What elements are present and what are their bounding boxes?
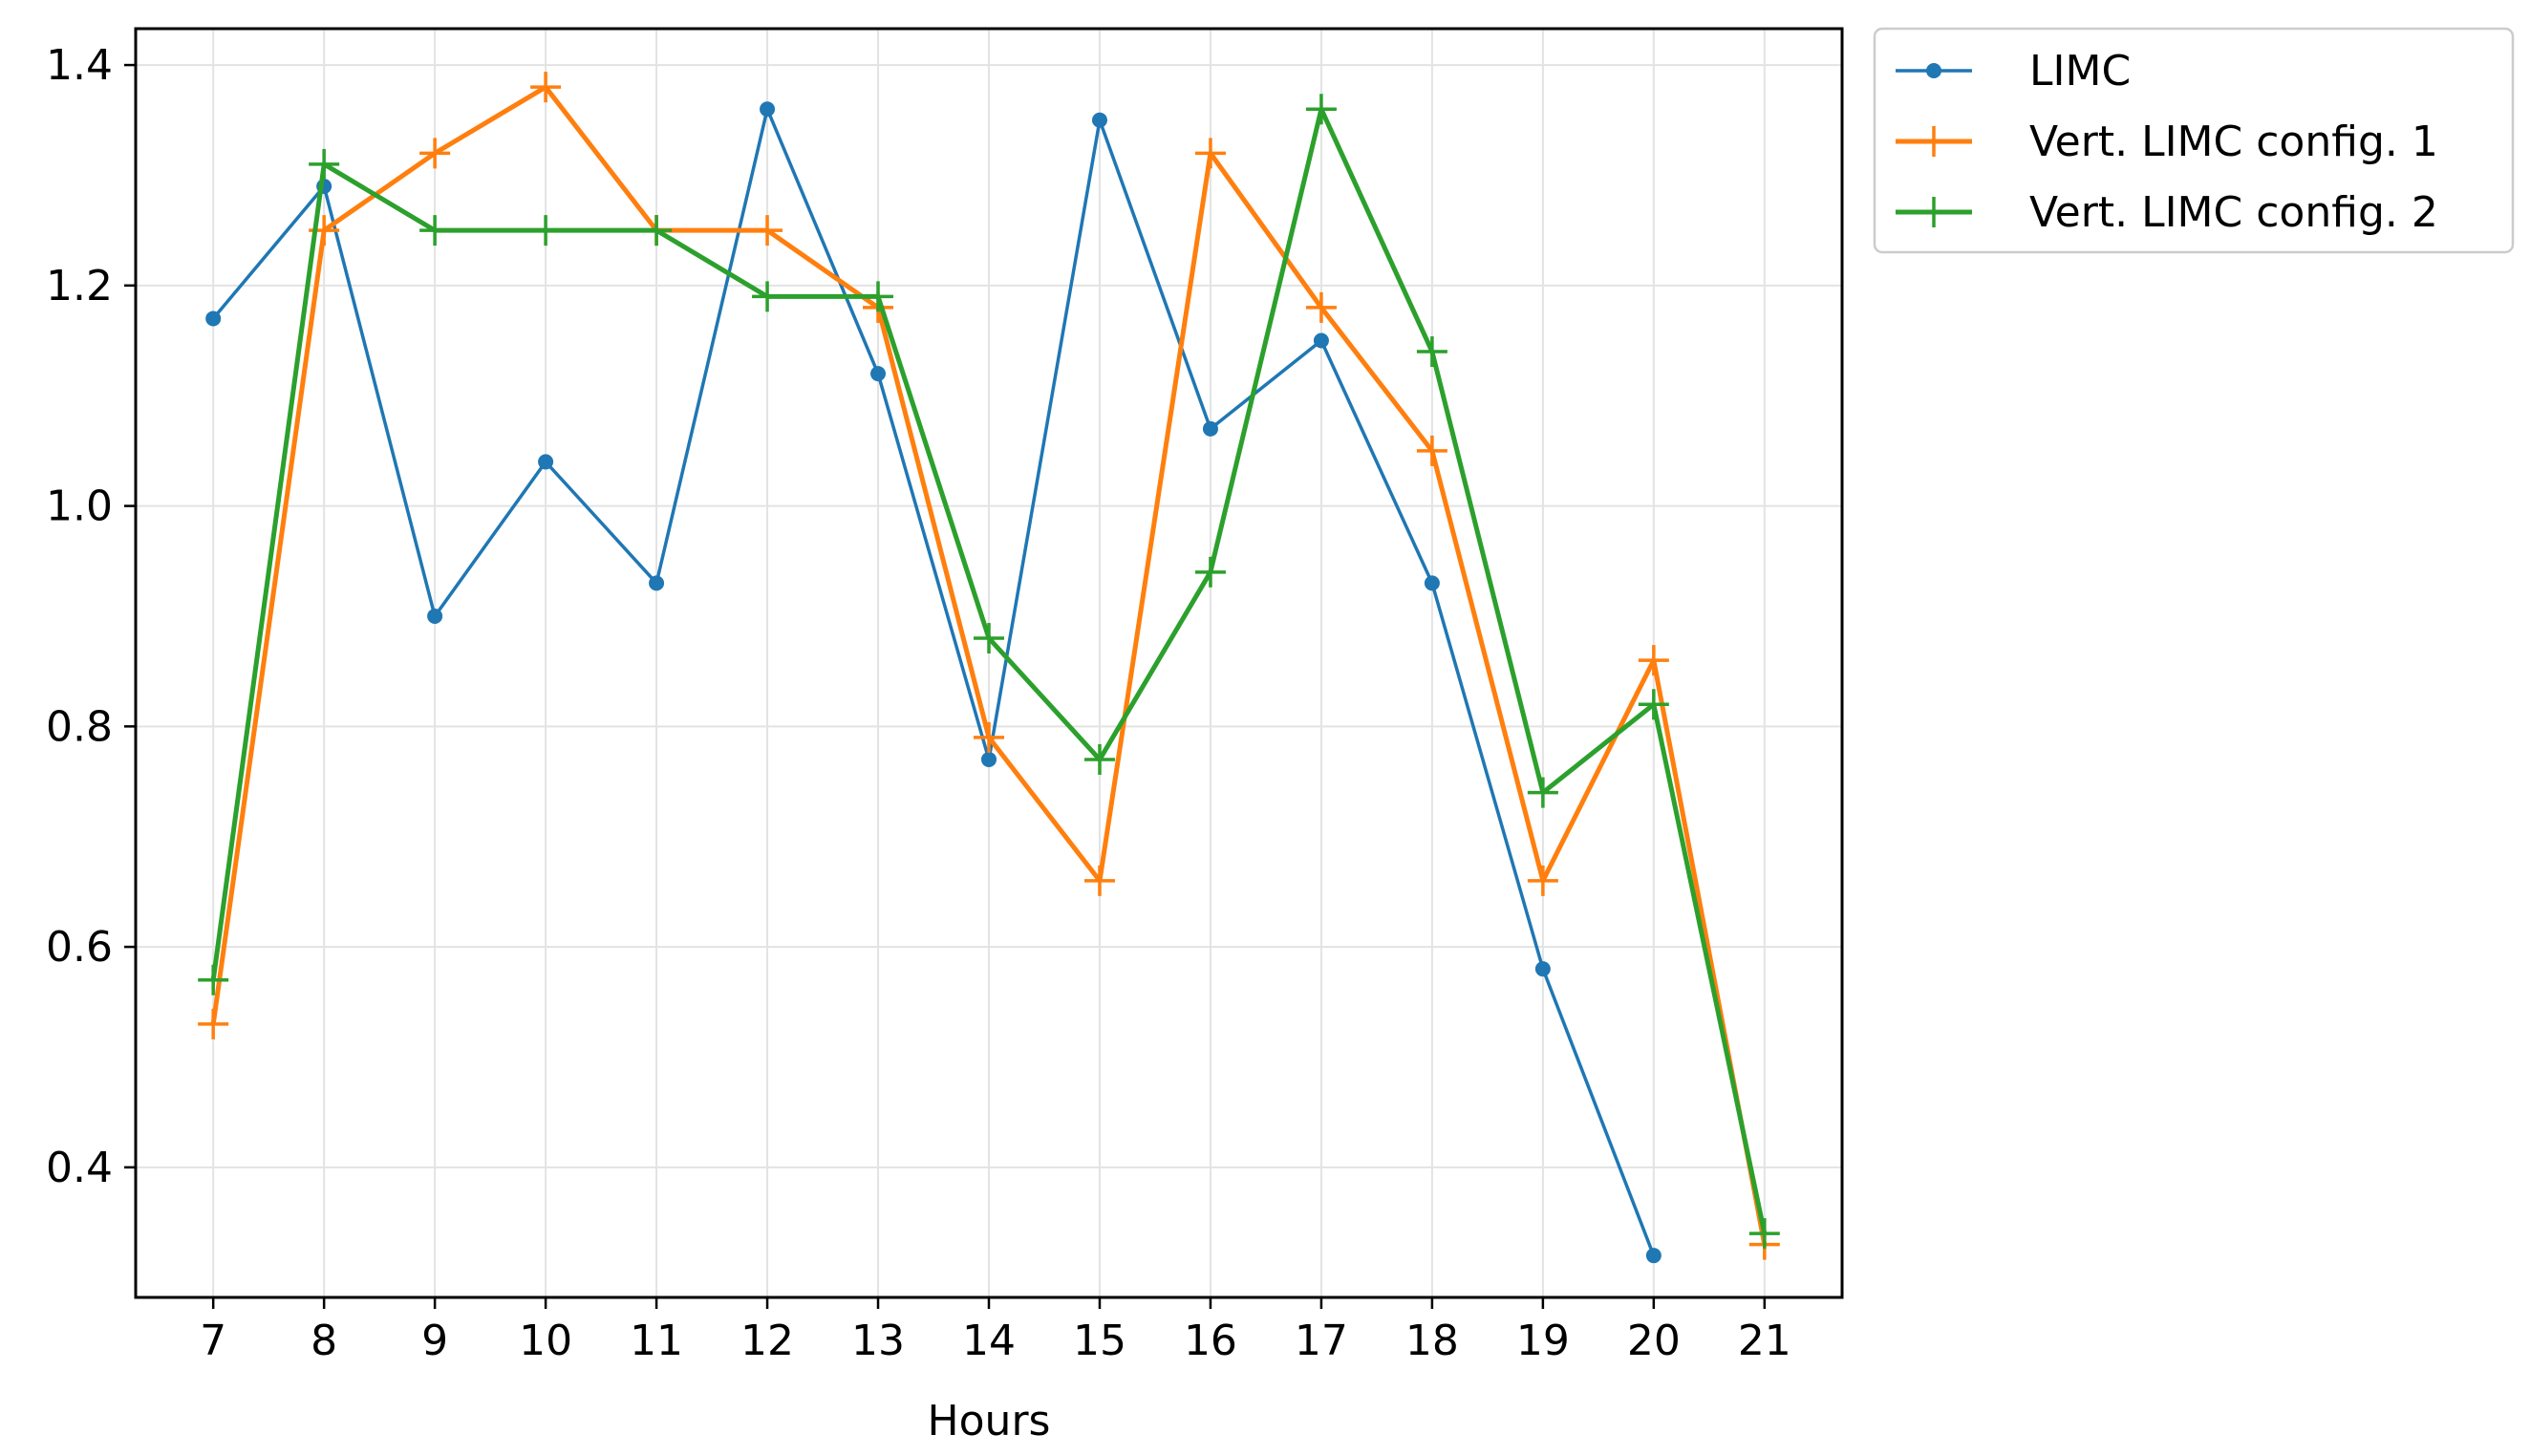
data-point: [419, 138, 451, 169]
data-point: [1194, 138, 1226, 169]
legend-marker: [1919, 126, 1949, 157]
y-tick-label: 1.0: [46, 482, 113, 531]
series-line: [211, 107, 1656, 1256]
series-3: [198, 94, 1780, 1250]
data-point: [1748, 1218, 1780, 1250]
data-point: [752, 215, 783, 246]
grid-lines: [136, 29, 1842, 1297]
x-tick-label: 15: [1073, 1317, 1126, 1365]
data-point: [1638, 645, 1669, 676]
data-point: [974, 721, 1004, 753]
series-2: [198, 72, 1780, 1260]
x-axis: 7 8 9 10 11 12 13 14 15 16 17 18 19 20 21: [200, 1297, 1791, 1365]
legend-label: Vert. LIMC config. 1: [2029, 118, 2438, 166]
y-axis: 0.4 0.6 0.8 1.0 1.2 1.4: [46, 41, 136, 1192]
data-point: [870, 366, 887, 382]
data-point: [1416, 336, 1447, 368]
legend-marker: [1926, 63, 1941, 78]
data-point: [1645, 1248, 1662, 1264]
data-point: [1527, 777, 1558, 808]
legend-item: LIMC: [1896, 47, 2131, 96]
data-point: [1083, 743, 1115, 775]
x-tick-label: 14: [962, 1317, 1016, 1365]
data-point: [198, 964, 229, 996]
legend-frame: [1873, 27, 2515, 254]
data-point: [198, 1008, 229, 1039]
x-axis-label: Hours: [928, 1397, 1051, 1445]
data-point: [419, 215, 451, 246]
data-point: [649, 575, 665, 591]
data-point: [1194, 556, 1226, 588]
data-point: [1638, 689, 1669, 720]
data-point: [863, 281, 894, 312]
data-point: [1305, 291, 1337, 323]
x-tick-label: 18: [1405, 1317, 1459, 1365]
data-point: [760, 101, 776, 118]
data-point: [1527, 865, 1558, 896]
data-point: [752, 281, 783, 312]
data-point: [981, 751, 997, 767]
data-point: [974, 623, 1004, 654]
x-tick-label: 17: [1295, 1317, 1348, 1365]
legend: LIMC Vert. LIMC config. 1 Vert. LIMC confi…: [1873, 27, 2515, 254]
data-point: [641, 215, 673, 246]
data-point: [1202, 420, 1218, 437]
data-point: [1534, 961, 1551, 977]
legend-item: Vert. LIMC config. 2: [1896, 188, 2438, 237]
data-point: [1091, 112, 1107, 128]
x-tick-label: 16: [1184, 1317, 1237, 1365]
x-tick-label: 9: [421, 1317, 448, 1365]
data-point: [427, 608, 443, 624]
data-point: [1313, 332, 1329, 349]
x-tick-label: 10: [519, 1317, 572, 1365]
x-tick-label: 20: [1627, 1317, 1681, 1365]
data-point: [1083, 865, 1115, 896]
x-tick-label: 8: [311, 1317, 337, 1365]
y-tick-label: 0.6: [46, 923, 113, 972]
y-tick-label: 1.2: [46, 262, 113, 310]
data-point: [530, 215, 562, 246]
data-point: [538, 454, 554, 470]
x-tick-label: 13: [851, 1317, 905, 1365]
series-1: [205, 101, 1662, 1264]
legend-item: Vert. LIMC config. 1: [1896, 118, 2438, 166]
x-tick-label: 21: [1738, 1317, 1791, 1365]
x-tick-label: 12: [740, 1317, 794, 1365]
series-group: [198, 72, 1780, 1264]
data-point: [530, 72, 562, 103]
y-tick-label: 1.4: [46, 41, 113, 90]
data-point: [205, 310, 222, 327]
x-tick-label: 19: [1516, 1317, 1570, 1365]
y-tick-label: 0.4: [46, 1144, 113, 1192]
data-point: [1416, 435, 1447, 466]
data-point: [1305, 94, 1337, 125]
x-tick-label: 7: [200, 1317, 226, 1365]
x-tick-label: 11: [630, 1317, 683, 1365]
data-point: [309, 148, 340, 180]
data-point: [1424, 575, 1440, 591]
legend-label: LIMC: [2029, 47, 2131, 96]
legend-marker: [1919, 197, 1949, 227]
legend-label: Vert. LIMC config. 2: [2029, 188, 2438, 237]
y-tick-label: 0.8: [46, 702, 113, 751]
